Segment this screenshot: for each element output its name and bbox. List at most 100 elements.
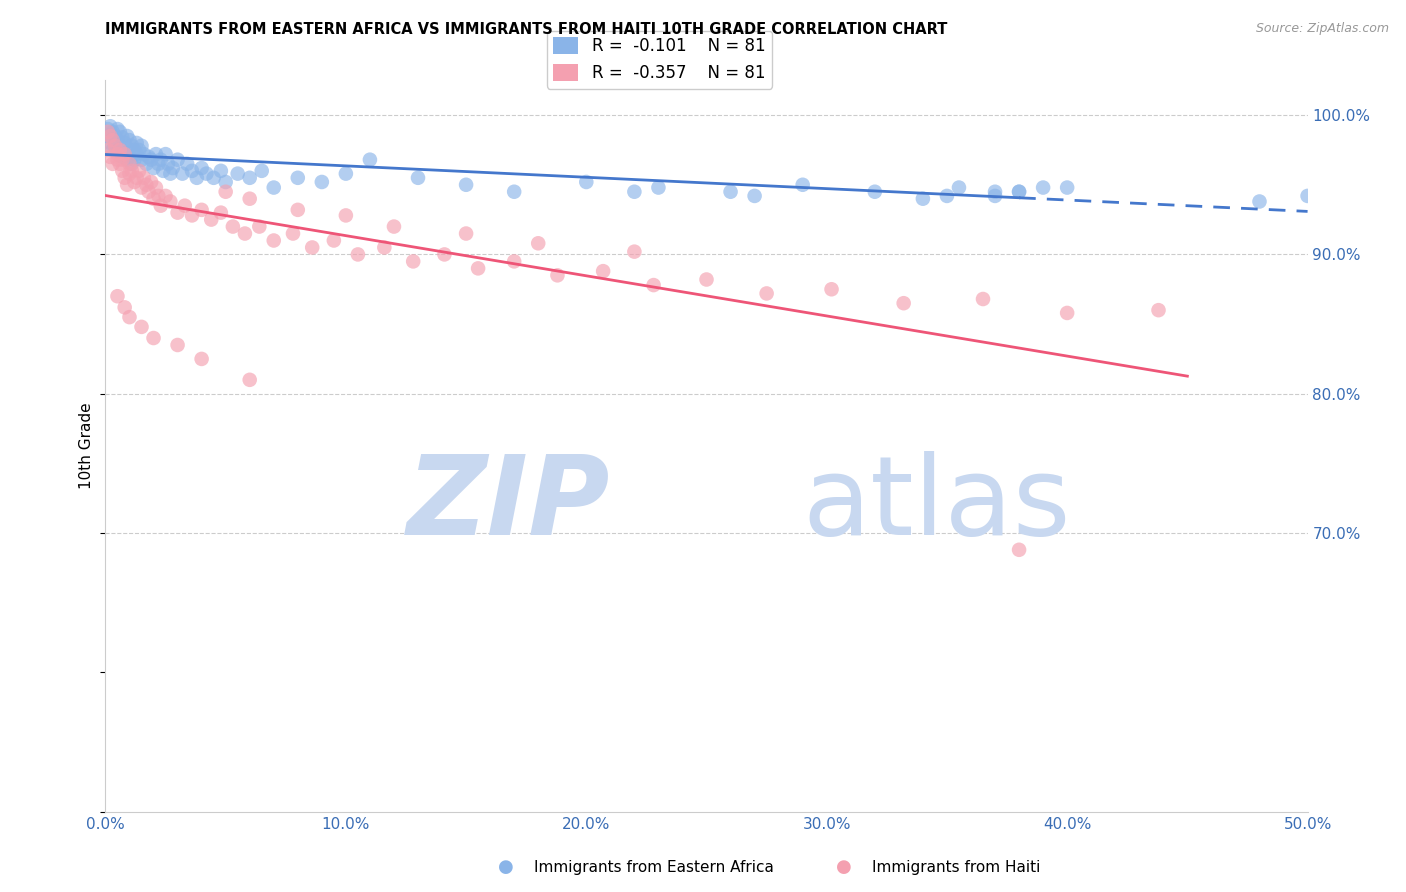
Point	[149, 153, 172, 167]
Point	[1056, 180, 1078, 194]
Point	[592, 264, 614, 278]
Point	[159, 194, 181, 209]
Point	[101, 143, 124, 157]
Point	[936, 189, 959, 203]
Point	[107, 153, 129, 167]
Point	[281, 227, 304, 241]
Point	[138, 185, 160, 199]
Point	[149, 199, 172, 213]
Point	[202, 170, 225, 185]
Point	[503, 185, 526, 199]
Point	[166, 338, 188, 352]
Text: Immigrants from Haiti: Immigrants from Haiti	[872, 860, 1040, 874]
Point	[114, 170, 136, 185]
Point	[104, 138, 127, 153]
Point	[111, 164, 134, 178]
Point	[239, 170, 262, 185]
Point	[209, 205, 232, 219]
Point	[222, 219, 245, 234]
Point	[984, 189, 1007, 203]
Point	[148, 157, 170, 171]
Point	[373, 240, 395, 254]
Point	[156, 157, 179, 171]
Point	[118, 167, 141, 181]
Point	[1032, 180, 1054, 194]
Text: Immigrants from Eastern Africa: Immigrants from Eastern Africa	[534, 860, 775, 874]
Point	[972, 292, 994, 306]
Point	[744, 189, 766, 203]
Point	[114, 136, 136, 150]
Point	[98, 136, 121, 150]
Point	[335, 209, 357, 223]
Point	[1249, 194, 1271, 209]
Point	[131, 153, 153, 167]
Point	[132, 170, 155, 185]
Point	[108, 157, 131, 171]
Point	[503, 254, 526, 268]
Point	[247, 219, 270, 234]
Point	[911, 192, 934, 206]
Point	[250, 164, 273, 178]
Point	[111, 130, 134, 145]
Point	[623, 185, 645, 199]
Point	[115, 153, 138, 167]
Text: ●: ●	[498, 858, 515, 876]
Point	[98, 150, 121, 164]
Y-axis label: 10th Grade: 10th Grade	[79, 402, 94, 490]
Point	[755, 286, 778, 301]
Point	[97, 143, 120, 157]
Point	[107, 133, 129, 147]
Point	[166, 153, 188, 167]
Legend: R =  -0.101    N = 81, R =  -0.357    N = 81: R = -0.101 N = 81, R = -0.357 N = 81	[547, 30, 772, 88]
Point	[114, 147, 136, 161]
Point	[101, 157, 124, 171]
Point	[148, 189, 170, 203]
Point	[1056, 306, 1078, 320]
Point	[97, 125, 120, 139]
Point	[125, 170, 148, 185]
Point	[142, 331, 165, 345]
Point	[287, 202, 309, 217]
Point	[155, 189, 177, 203]
Point	[108, 143, 131, 157]
Point	[233, 227, 256, 241]
Point	[108, 125, 131, 139]
Point	[984, 185, 1007, 199]
Point	[124, 175, 146, 189]
Point	[115, 178, 138, 192]
Point	[239, 192, 262, 206]
Point	[107, 289, 129, 303]
Point	[128, 164, 150, 178]
Point	[173, 199, 195, 213]
Point	[263, 234, 285, 248]
Point	[118, 157, 141, 171]
Point	[97, 122, 120, 136]
Text: ZIP: ZIP	[406, 451, 610, 558]
Point	[527, 236, 550, 251]
Point	[98, 128, 121, 143]
Point	[214, 185, 236, 199]
Point	[128, 143, 150, 157]
Point	[546, 268, 568, 283]
Point	[125, 136, 148, 150]
Text: IMMIGRANTS FROM EASTERN AFRICA VS IMMIGRANTS FROM HAITI 10TH GRADE CORRELATION C: IMMIGRANTS FROM EASTERN AFRICA VS IMMIGR…	[105, 22, 948, 37]
Point	[176, 157, 198, 171]
Point	[359, 153, 381, 167]
Point	[263, 180, 285, 194]
Point	[209, 164, 232, 178]
Text: Source: ZipAtlas.com: Source: ZipAtlas.com	[1256, 22, 1389, 36]
Point	[181, 164, 204, 178]
Point	[101, 125, 124, 139]
Point	[159, 167, 181, 181]
Point	[114, 147, 136, 161]
Point	[1147, 303, 1170, 318]
Point	[97, 128, 120, 143]
Point	[131, 138, 153, 153]
Point	[454, 178, 477, 192]
Point	[643, 278, 665, 293]
Point	[322, 234, 344, 248]
Point	[118, 143, 141, 157]
Text: ●: ●	[835, 858, 852, 876]
Point	[111, 150, 134, 164]
Point	[131, 319, 153, 334]
